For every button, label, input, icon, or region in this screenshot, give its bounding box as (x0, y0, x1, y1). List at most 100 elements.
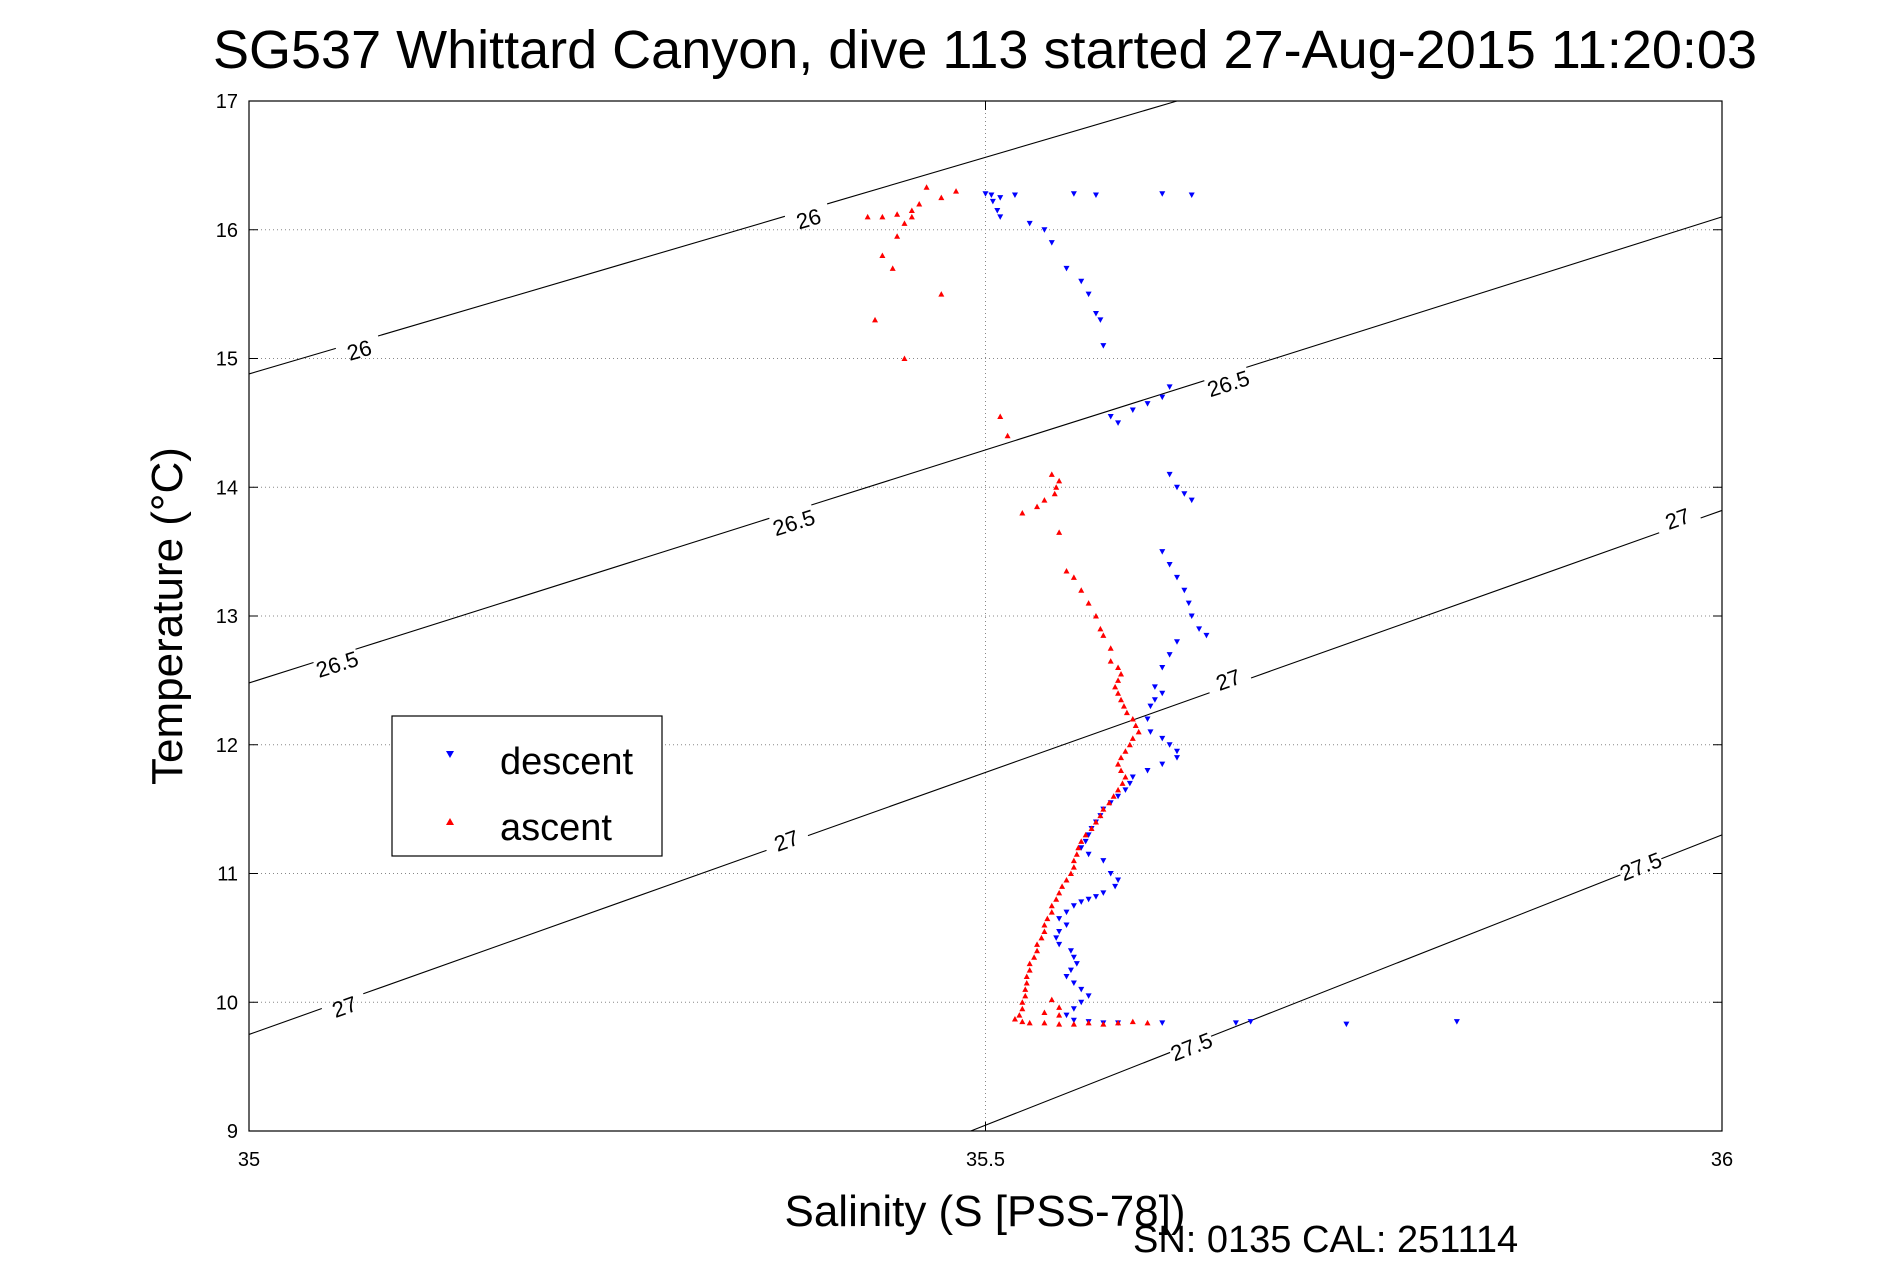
ascent-point (1085, 1019, 1092, 1026)
ascent-point (1038, 934, 1045, 941)
descent-point (1092, 310, 1099, 317)
ascent-point (1023, 973, 1030, 979)
descent-point (1343, 1021, 1350, 1028)
descent-point (982, 191, 989, 197)
ascent-point (1123, 709, 1130, 716)
ascent-point (1022, 986, 1029, 992)
ascent-point (1122, 748, 1129, 754)
descent-point (1181, 491, 1188, 497)
descent-point (1070, 191, 1077, 197)
descent-point (1232, 1020, 1239, 1026)
ascent-point (1070, 864, 1077, 870)
ascent-point (1115, 761, 1122, 767)
ascent-point (1115, 1019, 1122, 1026)
y-tick-label: 15 (216, 349, 238, 371)
descent-point (1078, 986, 1085, 993)
descent-point (1115, 877, 1122, 883)
descent-point (1056, 916, 1063, 922)
descent-point (1067, 967, 1074, 974)
y-tick-label: 9 (227, 1121, 238, 1143)
descent-point (1166, 652, 1173, 658)
descent-point (1247, 1019, 1254, 1025)
serial-calibration-text: SN: 0135 CAL: 251114 (1133, 1219, 1518, 1261)
ascent-point (864, 213, 871, 220)
descent-point (1100, 890, 1107, 896)
ascent-point (1073, 851, 1080, 857)
descent-point (1063, 1012, 1070, 1019)
ascent-point (1120, 703, 1127, 709)
ascent-point (1129, 1018, 1136, 1025)
ascent-point (1019, 1018, 1026, 1025)
isopycnal-segment (811, 380, 1205, 506)
ascent-point (1048, 902, 1055, 909)
ascent-point (1112, 683, 1119, 690)
descent-point (1070, 954, 1077, 961)
isopycnal-label: 27.5 (1167, 1027, 1216, 1066)
descent-point (1048, 240, 1055, 246)
descent-point (1026, 220, 1033, 227)
ascent-point (1115, 786, 1122, 793)
isopycnal-segment (826, 100, 1178, 205)
descent-point (1159, 1020, 1166, 1026)
ascent-point (1100, 806, 1107, 812)
descent-point (1107, 413, 1114, 420)
ascent-point (1031, 954, 1038, 960)
descent-point (1070, 980, 1077, 986)
ascent-point (916, 201, 923, 207)
ascent-point (1051, 490, 1058, 497)
ascent-point (1135, 728, 1142, 735)
descent-point (1126, 780, 1133, 787)
y-tick-label: 12 (216, 735, 238, 757)
descent-point (1070, 903, 1077, 909)
descent-point (989, 198, 996, 205)
descent-point (1129, 774, 1136, 780)
descent-point (1011, 192, 1018, 198)
ascent-point (894, 211, 901, 217)
ascent-point (1026, 960, 1033, 967)
descent-point (1185, 600, 1192, 607)
legend-descent-marker (446, 751, 454, 758)
y-tick-label: 10 (216, 992, 238, 1014)
ascent-point (1056, 889, 1063, 896)
ascent-point (1070, 574, 1077, 580)
ascent-point (894, 233, 901, 239)
descent-point (1159, 665, 1166, 671)
isopycnal-label: 26.5 (1204, 365, 1252, 402)
grid-lines (249, 101, 1722, 1131)
isopycnal-segment (248, 1008, 322, 1035)
ascent-point (1026, 967, 1033, 973)
descent-point (1063, 909, 1070, 916)
isopycnal-segment (1210, 874, 1621, 1037)
descent-point (1067, 948, 1074, 954)
ascent-point (1078, 838, 1085, 844)
ascent-point (1041, 922, 1048, 928)
isopycnal-segment (1661, 834, 1723, 860)
ascent-point (1118, 696, 1125, 703)
ascent-point (1078, 587, 1085, 593)
ascent-point (1075, 844, 1082, 851)
isopycnal-segment (355, 517, 770, 650)
isopycnal-segment (1250, 532, 1660, 679)
ascent-point (1119, 780, 1126, 786)
isopycnal-segment (248, 347, 337, 375)
isopycnal-label: 27 (329, 991, 360, 1023)
ascent-point (1115, 677, 1122, 683)
isopycnal-segment (363, 849, 767, 995)
isopycnal-segment (970, 1051, 1171, 1132)
ascent-point (1034, 503, 1041, 510)
ascent-point (1097, 812, 1104, 819)
descent-point (1159, 690, 1166, 697)
ascent-point (1044, 915, 1051, 922)
ascent-point (1053, 896, 1060, 902)
descent-point (1092, 192, 1099, 198)
descent-point (1107, 871, 1114, 877)
ascent-point (1118, 754, 1125, 761)
descent-point (1085, 993, 1092, 999)
ascent-point (1097, 625, 1104, 632)
ascent-point (1004, 432, 1011, 439)
descent-point (1151, 684, 1158, 690)
descent-point (1159, 761, 1166, 768)
isopycnal-label: 26 (344, 335, 375, 366)
ascent-point (1082, 831, 1089, 838)
